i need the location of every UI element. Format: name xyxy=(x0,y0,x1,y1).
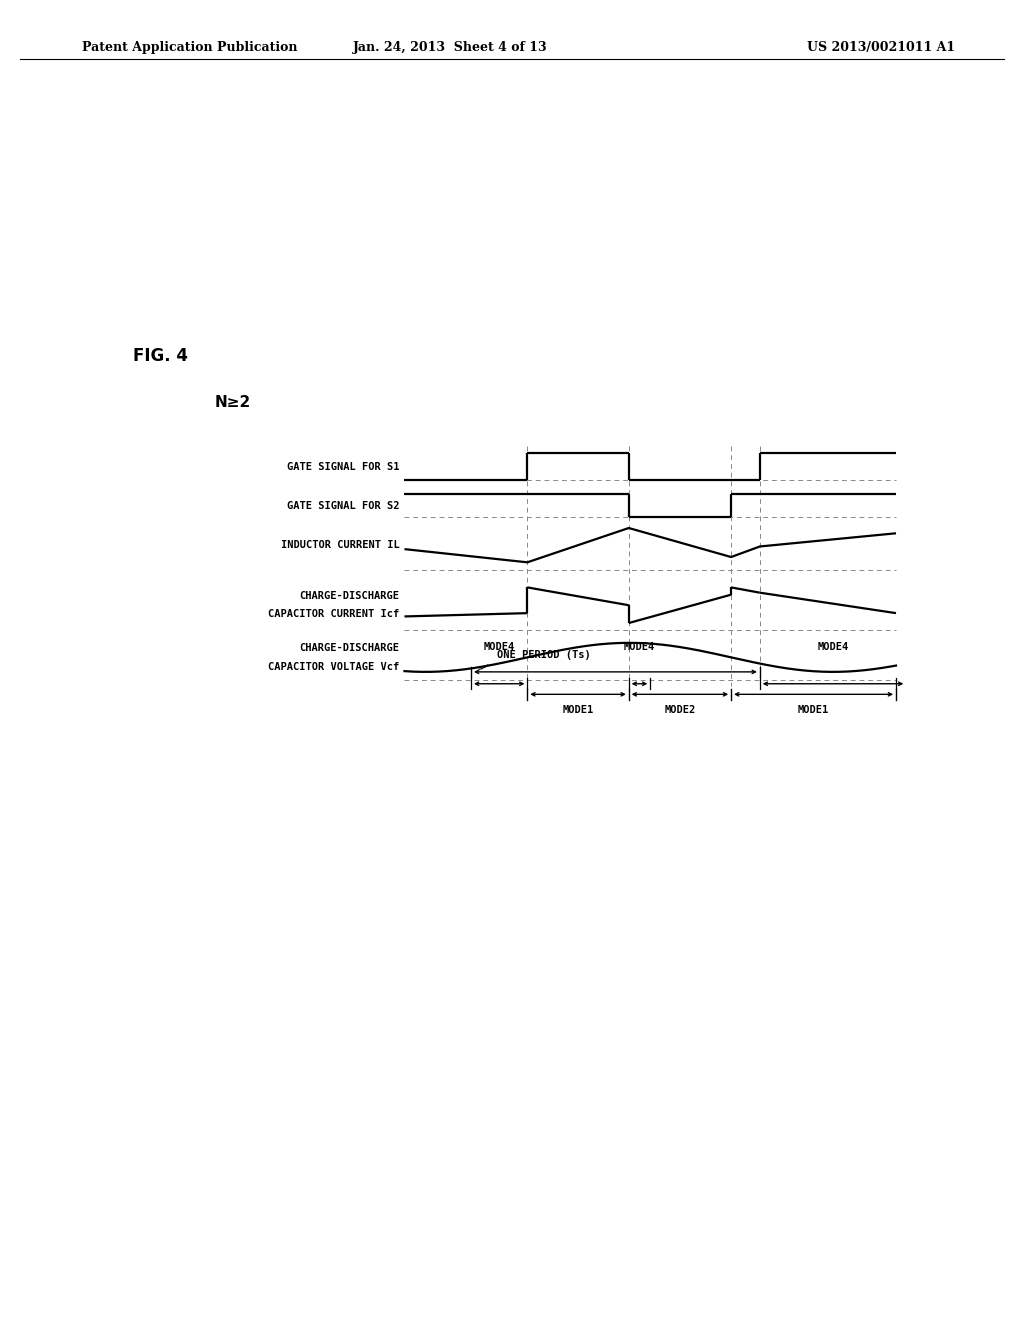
Text: CHARGE-DISCHARGE: CHARGE-DISCHARGE xyxy=(299,591,399,601)
Text: GATE SIGNAL FOR S2: GATE SIGNAL FOR S2 xyxy=(287,500,399,511)
Text: MODE2: MODE2 xyxy=(665,705,695,715)
Text: INDUCTOR CURRENT IL: INDUCTOR CURRENT IL xyxy=(281,540,399,550)
Text: CHARGE-DISCHARGE: CHARGE-DISCHARGE xyxy=(299,643,399,653)
Text: MODE4: MODE4 xyxy=(817,642,849,652)
Text: Jan. 24, 2013  Sheet 4 of 13: Jan. 24, 2013 Sheet 4 of 13 xyxy=(353,41,548,54)
Text: MODE1: MODE1 xyxy=(798,705,829,715)
Text: MODE4: MODE4 xyxy=(624,642,655,652)
Text: FIG. 4: FIG. 4 xyxy=(133,347,188,366)
Text: US 2013/0021011 A1: US 2013/0021011 A1 xyxy=(807,41,954,54)
Text: CAPACITOR CURRENT Icf: CAPACITOR CURRENT Icf xyxy=(268,610,399,619)
Text: ONE PERIOD (Ts): ONE PERIOD (Ts) xyxy=(497,649,591,660)
Text: MODE4: MODE4 xyxy=(483,642,515,652)
Text: MODE1: MODE1 xyxy=(562,705,594,715)
Text: GATE SIGNAL FOR S1: GATE SIGNAL FOR S1 xyxy=(287,462,399,471)
Text: N≥2: N≥2 xyxy=(215,395,251,411)
Text: Patent Application Publication: Patent Application Publication xyxy=(82,41,297,54)
Text: CAPACITOR VOLTAGE Vcf: CAPACITOR VOLTAGE Vcf xyxy=(268,661,399,672)
